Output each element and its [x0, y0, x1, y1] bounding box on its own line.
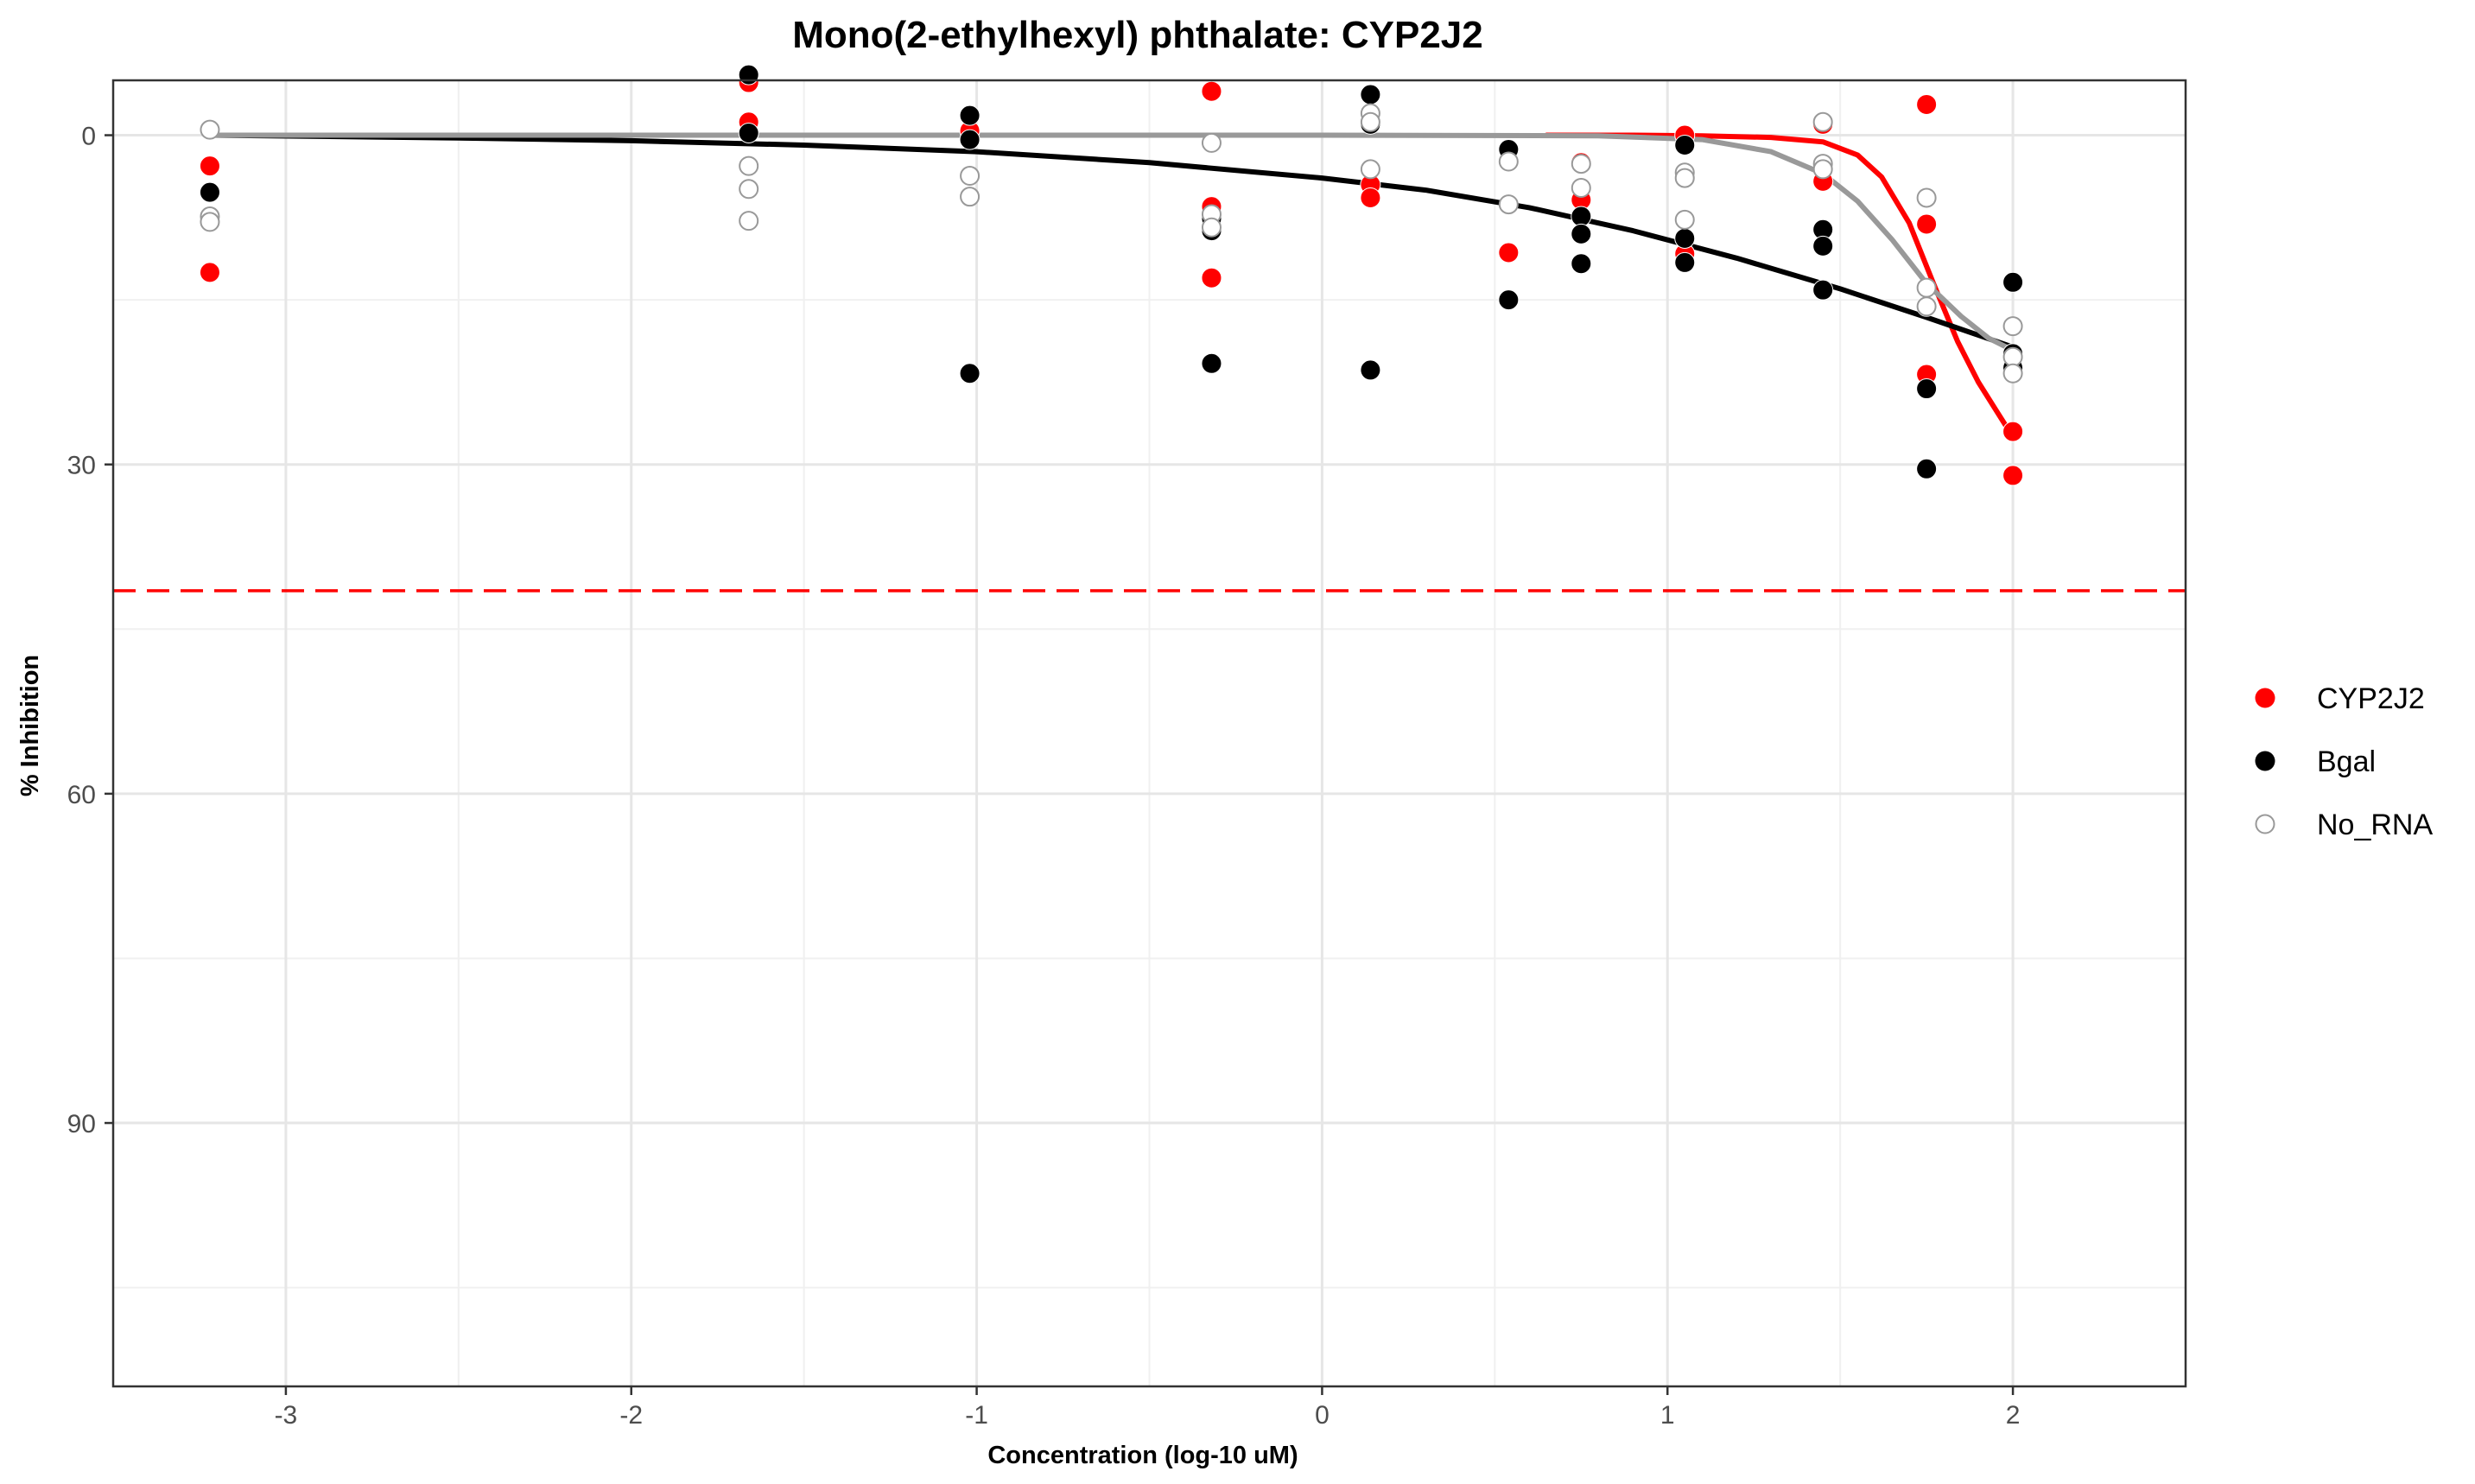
legend-label-bgal: Bgal — [2317, 745, 2376, 778]
data-point-no-rna — [1498, 194, 1519, 215]
data-point-bgal — [738, 64, 759, 86]
data-point-cyp2j2 — [1201, 267, 1222, 289]
data-point-bgal — [1201, 352, 1222, 374]
data-point-no-rna — [1674, 209, 1695, 230]
data-point-bgal — [959, 105, 980, 126]
data-point-bgal — [1674, 227, 1696, 249]
data-point-bgal — [2002, 271, 2024, 293]
data-point-cyp2j2 — [199, 262, 220, 283]
x-tick-label: -2 — [619, 1401, 643, 1430]
legend-key-bgal — [2255, 751, 2275, 771]
x-axis-title: Concentration (log-10 uM) — [987, 1442, 1298, 1469]
data-point-bgal — [959, 129, 980, 150]
y-axis-title: % Inhibition — [16, 655, 44, 796]
data-point-no-rna — [1571, 154, 1591, 174]
legend-label-cyp2j2: CYP2J2 — [2317, 682, 2425, 715]
data-point-bgal — [1498, 289, 1520, 311]
fit-curve-no-rna — [207, 132, 2016, 353]
x-tick-label: -1 — [965, 1401, 988, 1430]
chart-title: Mono(2-ethylhexyl) phthalate: CYP2J2 — [792, 14, 1482, 56]
legend-key-no-rna — [2255, 814, 2275, 834]
data-point-no-rna — [1201, 217, 1222, 238]
fit-curve-cyp2j2 — [1544, 132, 2016, 440]
y-tick-label: 0 — [81, 123, 96, 151]
data-point-no-rna — [1571, 178, 1591, 199]
data-point-no-rna — [200, 119, 220, 140]
data-point-bgal — [1812, 279, 1834, 301]
data-point-no-rna — [1674, 168, 1695, 188]
data-point-bgal — [1571, 253, 1592, 275]
grid-major — [113, 80, 2186, 1386]
data-point-no-rna — [960, 166, 980, 187]
data-point-no-rna — [200, 212, 220, 232]
fit-curves — [207, 132, 2016, 440]
data-point-bgal — [1360, 359, 1381, 381]
data-point-bgal — [959, 363, 980, 384]
legend-label-no-rna: No_RNA — [2317, 809, 2433, 841]
data-point-cyp2j2 — [199, 155, 220, 177]
legend: CYP2J2 Bgal No_RNA — [2255, 682, 2433, 841]
data-point-bgal — [1674, 251, 1696, 273]
plot-panel — [111, 79, 2187, 1388]
data-point-bgal — [1916, 378, 1938, 400]
data-point-no-rna — [1360, 159, 1380, 180]
data-point-cyp2j2 — [2002, 465, 2024, 486]
x-axis-ticks: -3 -2 -1 0 1 2 — [275, 1386, 2021, 1430]
data-point-no-rna — [1201, 132, 1222, 153]
data-point-no-rna — [1916, 187, 1937, 208]
y-tick-label: 90 — [67, 1110, 96, 1138]
data-point-no-rna — [739, 155, 759, 176]
data-point-bgal — [738, 122, 759, 143]
data-points — [199, 64, 2024, 486]
data-point-no-rna — [739, 179, 759, 200]
x-tick-label: 2 — [2006, 1401, 2021, 1430]
data-point-bgal — [1571, 206, 1592, 227]
y-axis-ticks: 0 30 60 90 — [67, 123, 113, 1138]
data-point-cyp2j2 — [1916, 213, 1938, 235]
data-point-bgal — [1674, 134, 1696, 155]
data-point-cyp2j2 — [1360, 187, 1381, 208]
data-point-no-rna — [2002, 346, 2023, 367]
data-point-no-rna — [1498, 151, 1519, 172]
data-point-no-rna — [739, 211, 759, 231]
legend-key-cyp2j2 — [2255, 688, 2275, 708]
data-point-bgal — [199, 181, 220, 203]
y-tick-label: 30 — [67, 452, 96, 480]
data-point-no-rna — [960, 187, 980, 207]
data-point-bgal — [1360, 84, 1381, 105]
data-point-bgal — [1812, 235, 1834, 257]
data-point-no-rna — [1916, 296, 1937, 317]
data-point-no-rna — [1812, 159, 1833, 180]
data-point-no-rna — [2002, 363, 2023, 384]
data-point-cyp2j2 — [1498, 242, 1520, 263]
data-point-cyp2j2 — [1201, 80, 1222, 102]
data-point-no-rna — [1360, 111, 1380, 132]
x-tick-label: 0 — [1315, 1401, 1330, 1430]
data-point-bgal — [1571, 223, 1592, 244]
data-point-no-rna — [1812, 111, 1833, 132]
x-tick-label: 1 — [1660, 1401, 1675, 1430]
data-point-no-rna — [1916, 277, 1937, 298]
data-point-cyp2j2 — [2002, 421, 2024, 442]
fit-curve-bgal — [207, 132, 2016, 350]
data-point-cyp2j2 — [1916, 93, 1938, 115]
data-point-no-rna — [2002, 316, 2023, 337]
grid-minor — [113, 80, 2186, 1386]
x-tick-label: -3 — [275, 1401, 298, 1430]
data-point-bgal — [1916, 458, 1938, 479]
y-tick-label: 60 — [67, 781, 96, 809]
